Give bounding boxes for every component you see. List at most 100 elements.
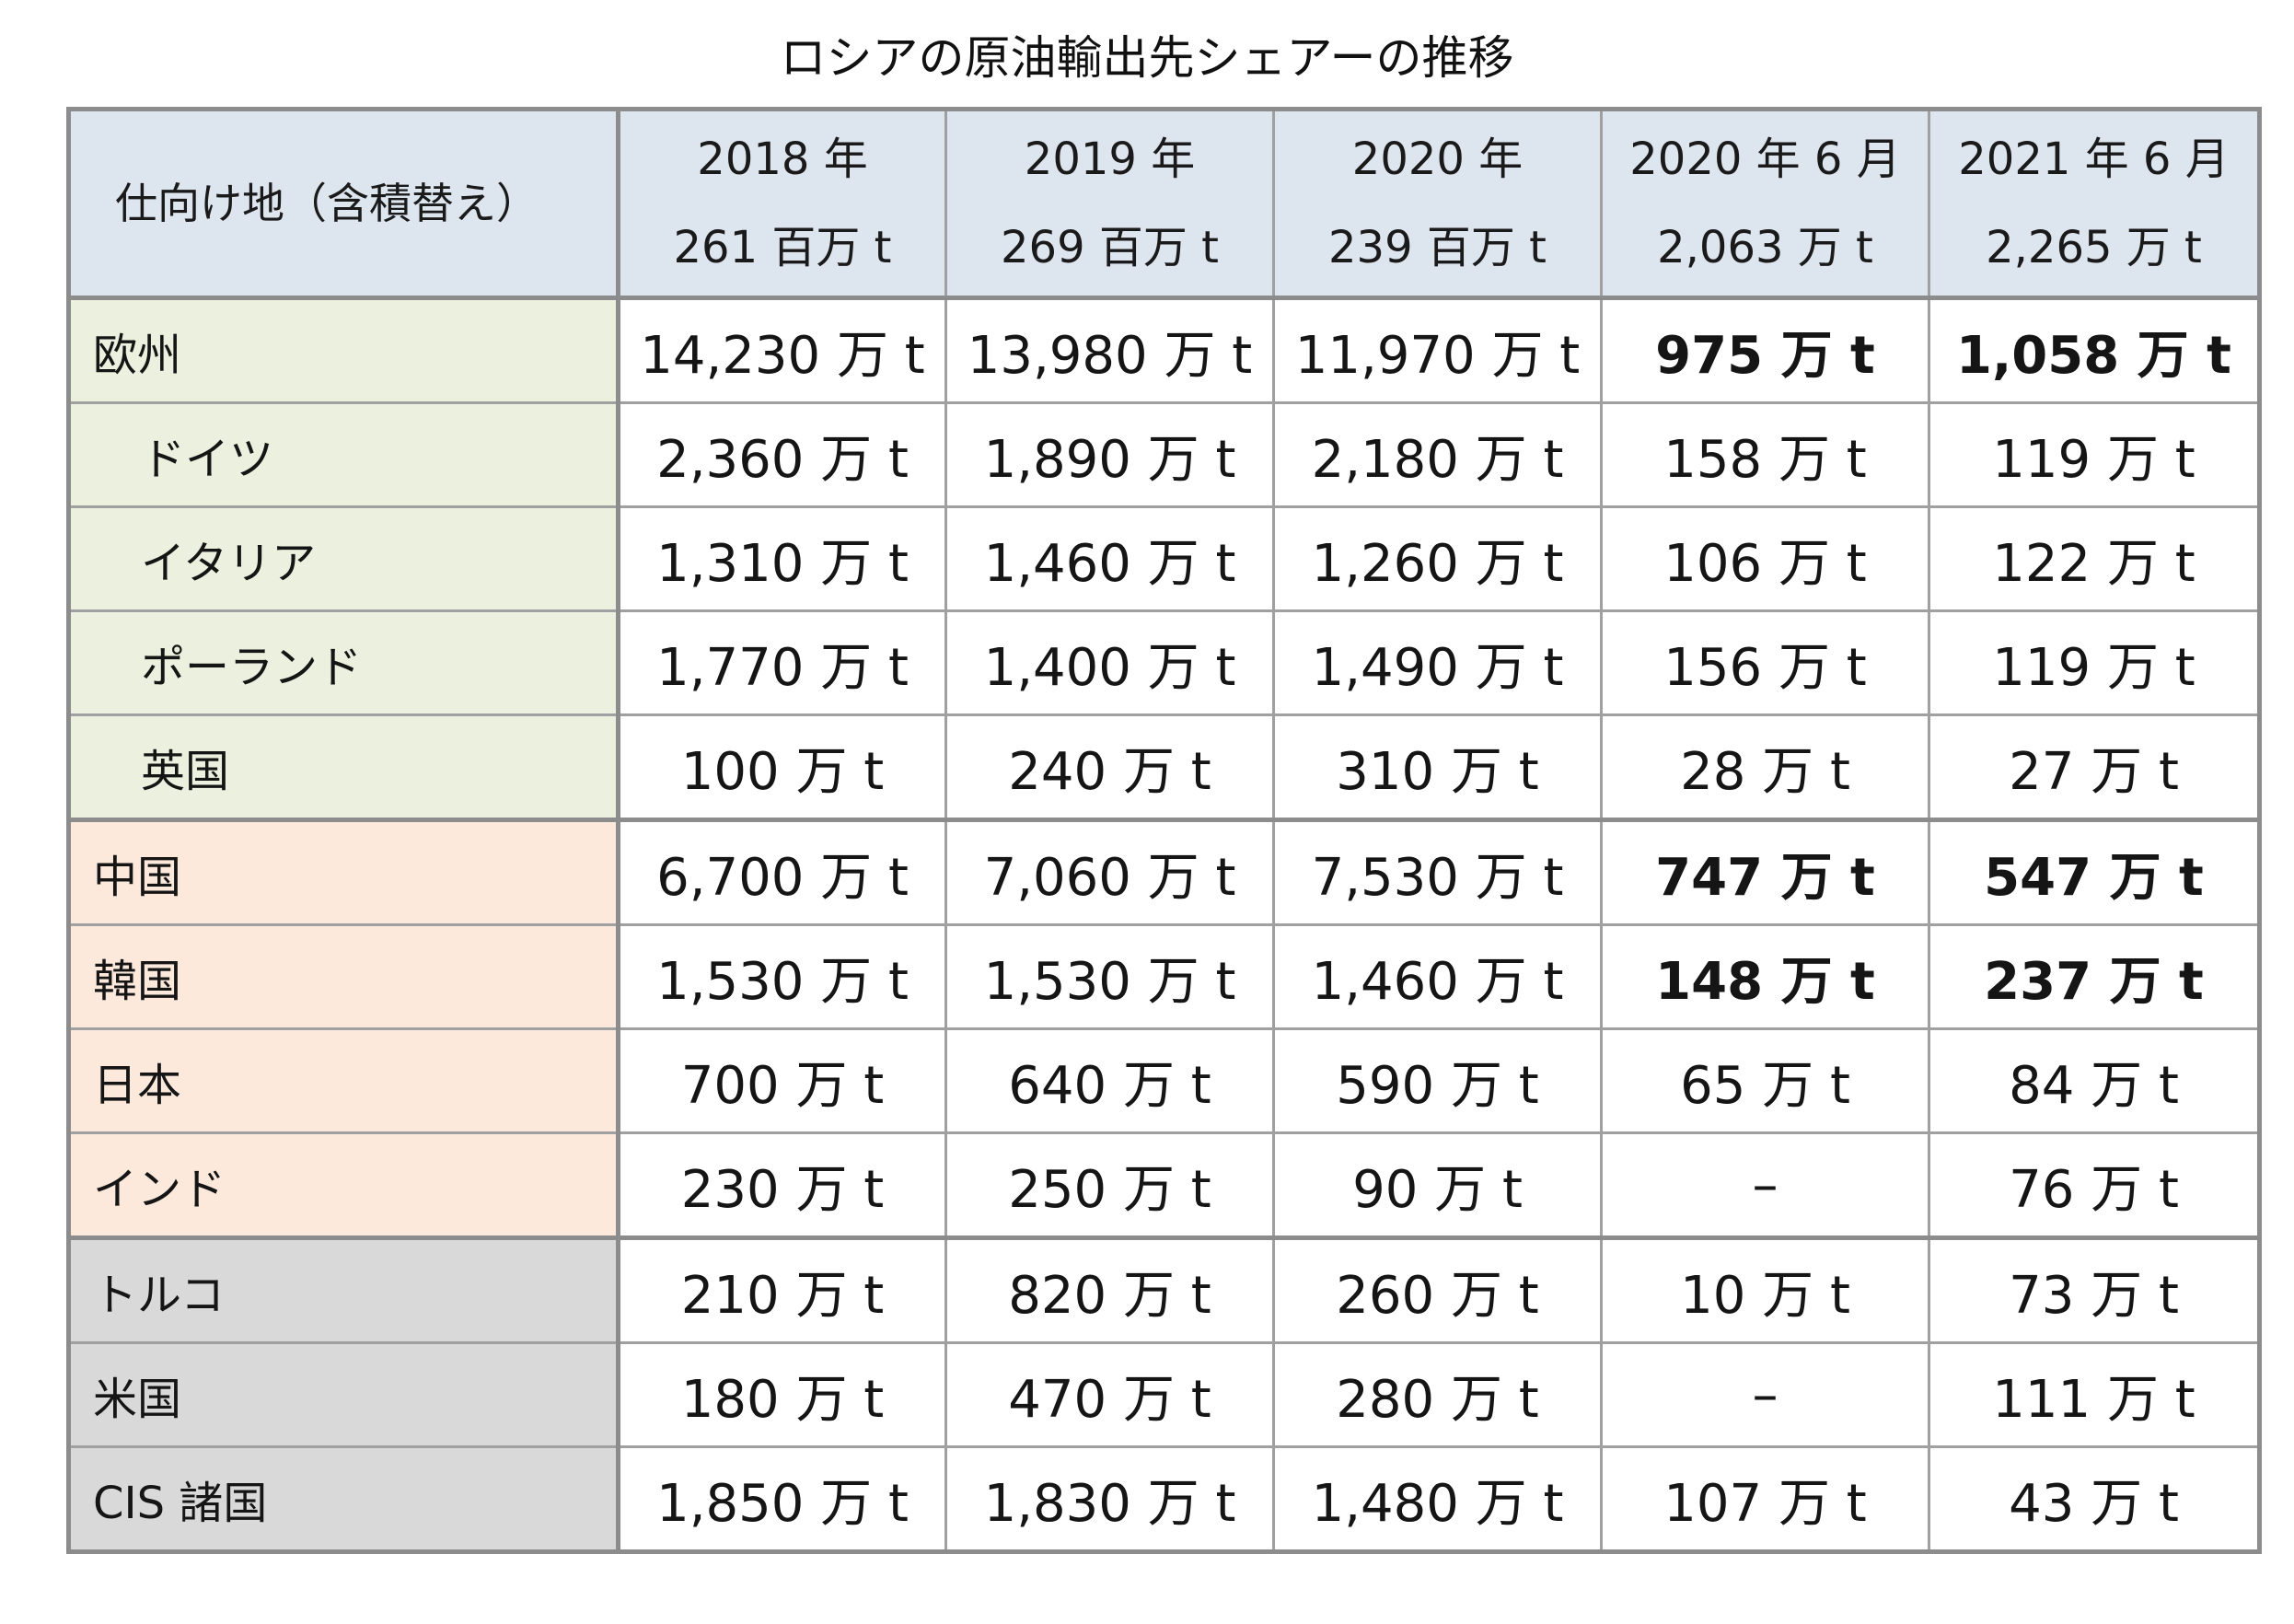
column-total: 269 百万 t [1001,222,1219,273]
table-row-china: 中国 6,700 万 t 7,060 万 t 7,530 万 t 747 万 t… [67,818,2261,926]
table-cell: 975 万 t [1600,296,1930,404]
table-cell: 10 万 t [1600,1236,1930,1344]
table-row-uk: 英国 100 万 t 240 万 t 310 万 t 28 万 t 27 万 t [67,713,2261,821]
table-cell: 250 万 t [944,1131,1275,1239]
row-label: ドイツ [67,401,620,508]
table-cell: 73 万 t [1928,1236,2261,1344]
table-cell: 2,180 万 t [1272,401,1603,508]
table-cell: 122 万 t [1928,505,2261,612]
row-label: イタリア [67,505,620,612]
table-cell: – [1600,1131,1930,1239]
table-cell: 27 万 t [1928,713,2261,821]
table-cell: 747 万 t [1600,818,1930,926]
table-cell: 820 万 t [944,1236,1275,1344]
table-cell: 100 万 t [617,713,947,821]
table-cell: 84 万 t [1928,1027,2261,1134]
column-header-2019: 2019 年 269 百万 t [944,108,1275,299]
table-cell: 260 万 t [1272,1236,1603,1344]
table-cell: 280 万 t [1272,1341,1603,1448]
column-period: 2020 年 6 月 [1629,133,1901,185]
table-cell: 7,060 万 t [944,818,1275,926]
table-cell: 237 万 t [1928,923,2261,1030]
table-cell: 1,890 万 t [944,401,1275,508]
table-cell: 700 万 t [617,1027,947,1134]
table-cell: 210 万 t [617,1236,947,1344]
column-total: 239 百万 t [1328,222,1547,273]
row-label: トルコ [67,1236,620,1344]
table-row-japan: 日本 700 万 t 640 万 t 590 万 t 65 万 t 84 万 t [67,1027,2261,1134]
table-row-usa: 米国 180 万 t 470 万 t 280 万 t – 111 万 t [67,1341,2261,1448]
column-header-2021-jun: 2021 年 6 月 2,265 万 t [1928,108,2261,299]
header-row: 仕向け地（含積替え） 2018 年 261 百万 t 2019 年 269 百万 t… [67,108,2261,299]
table-cell: 1,830 万 t [944,1445,1275,1553]
table-cell: 240 万 t [944,713,1275,821]
row-label: CIS 諸国 [67,1445,620,1553]
table-title: ロシアの原油輸出先シェアーの推移 [780,31,1514,85]
table-cell: 13,980 万 t [944,296,1275,404]
table-cell: 6,700 万 t [617,818,947,926]
row-label: 英国 [67,713,620,821]
table-cell: 156 万 t [1600,609,1930,716]
destination-header: 仕向け地（含積替え） [67,108,620,299]
table-cell: 310 万 t [1272,713,1603,821]
table-cell: 119 万 t [1928,609,2261,716]
table-cell: 107 万 t [1600,1445,1930,1553]
row-label: 韓国 [67,923,620,1030]
table-row-korea: 韓国 1,530 万 t 1,530 万 t 1,460 万 t 148 万 t… [67,923,2261,1030]
column-period: 2020 年 [1351,133,1524,185]
table-cell: 1,260 万 t [1272,505,1603,612]
table-cell: 28 万 t [1600,713,1930,821]
table-cell: 1,530 万 t [944,923,1275,1030]
column-total: 261 百万 t [673,222,892,273]
table-cell: 180 万 t [617,1341,947,1448]
row-label: 中国 [67,818,620,926]
table-row-cis: CIS 諸国 1,850 万 t 1,830 万 t 1,480 万 t 107… [67,1445,2261,1553]
table-row-europe: 欧州 14,230 万 t 13,980 万 t 11,970 万 t 975 … [67,296,2261,404]
column-period: 2021 年 6 月 [1958,133,2230,185]
table-cell: 590 万 t [1272,1027,1603,1134]
table-cell: 1,460 万 t [944,505,1275,612]
column-header-2018: 2018 年 261 百万 t [617,108,947,299]
table-cell: 1,850 万 t [617,1445,947,1553]
table-cell: 1,460 万 t [1272,923,1603,1030]
table-row-turkey: トルコ 210 万 t 820 万 t 260 万 t 10 万 t 73 万 … [67,1236,2261,1344]
column-period: 2018 年 [697,133,868,185]
table-cell: 148 万 t [1600,923,1930,1030]
column-total: 2,265 万 t [1986,222,2202,273]
column-total: 2,063 万 t [1657,222,1873,273]
table-cell: – [1600,1341,1930,1448]
table-cell: 470 万 t [944,1341,1275,1448]
other-group: トルコ 210 万 t 820 万 t 260 万 t 10 万 t 73 万 … [67,1236,2261,1553]
table-cell: 2,360 万 t [617,401,947,508]
row-label: 日本 [67,1027,620,1134]
table-cell: 111 万 t [1928,1341,2261,1448]
table-cell: 1,530 万 t [617,923,947,1030]
europe-group: 欧州 14,230 万 t 13,980 万 t 11,970 万 t 975 … [67,296,2261,821]
table-cell: 11,970 万 t [1272,296,1603,404]
table-cell: 1,400 万 t [944,609,1275,716]
table-cell: 230 万 t [617,1131,947,1239]
row-label: 欧州 [67,296,620,404]
table-cell: 76 万 t [1928,1131,2261,1239]
table-cell: 547 万 t [1928,818,2261,926]
row-label: ポーランド [67,609,620,716]
table-cell: 106 万 t [1600,505,1930,612]
table-cell: 7,530 万 t [1272,818,1603,926]
table-cell: 43 万 t [1928,1445,2261,1553]
crude-export-table: 仕向け地（含積替え） 2018 年 261 百万 t 2019 年 269 百万 t… [66,107,2262,1554]
asia-group: 中国 6,700 万 t 7,060 万 t 7,530 万 t 747 万 t… [67,818,2261,1239]
table-cell: 1,058 万 t [1928,296,2261,404]
table-cell: 1,310 万 t [617,505,947,612]
column-period: 2019 年 [1024,133,1196,185]
table-row-germany: ドイツ 2,360 万 t 1,890 万 t 2,180 万 t 158 万 … [67,401,2261,508]
table-cell: 1,490 万 t [1272,609,1603,716]
table-row-india: インド 230 万 t 250 万 t 90 万 t – 76 万 t [67,1131,2261,1239]
row-label: インド [67,1131,620,1239]
table-cell: 119 万 t [1928,401,2261,508]
table-cell: 90 万 t [1272,1131,1603,1239]
table-cell: 1,480 万 t [1272,1445,1603,1553]
table-cell: 158 万 t [1600,401,1930,508]
table-cell: 14,230 万 t [617,296,947,404]
table-cell: 1,770 万 t [617,609,947,716]
column-header-2020: 2020 年 239 百万 t [1272,108,1603,299]
